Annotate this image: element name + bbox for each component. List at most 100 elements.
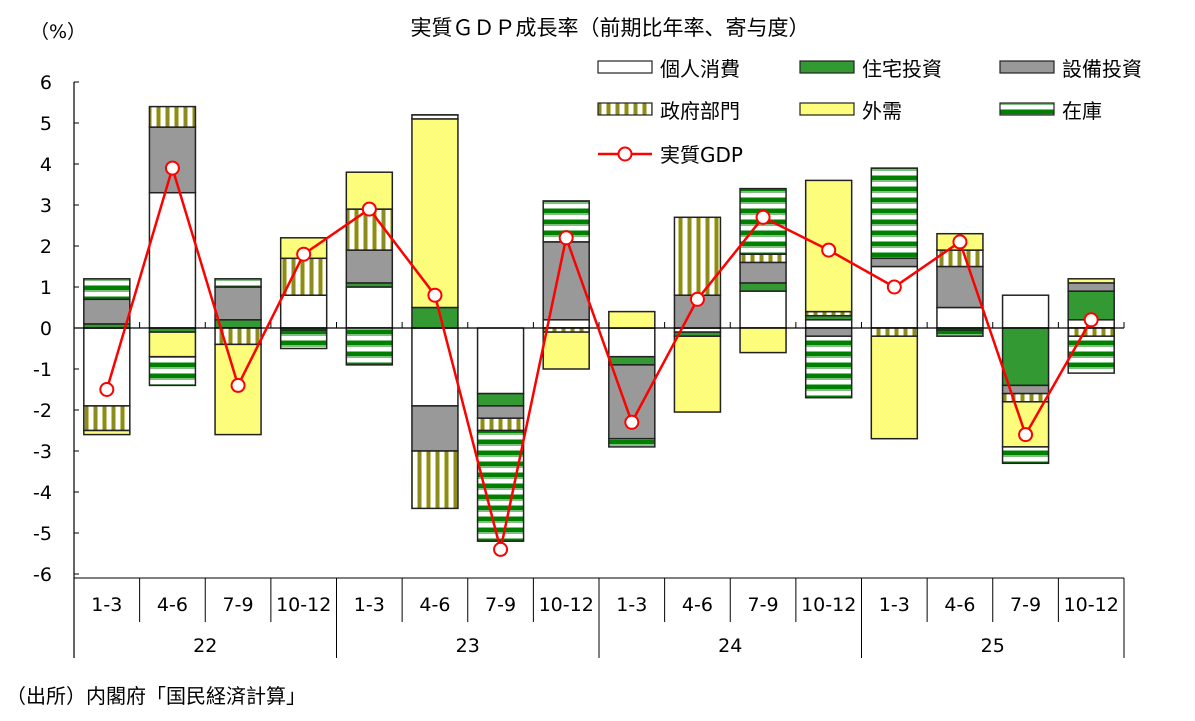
bar-segment-2 [214,286,262,321]
gdp-point [164,160,180,176]
source-note: （出所）内閣府「国民経済計算」 [6,684,306,708]
legend-swatch-3 [597,102,653,116]
bar-segment-0 [608,327,656,358]
legend-label: 設備投資 [1062,57,1142,81]
bar-segment-2 [870,257,919,268]
year-label: 22 [193,635,217,657]
bar-segment-5 [936,329,984,337]
gdp-point [1083,312,1099,328]
x-tick-label: 1-3 [879,594,910,616]
bar-segment-2 [148,126,197,194]
year-label: 25 [981,635,1005,657]
bar-segment-3 [83,405,131,432]
bar-segment-0 [411,327,459,407]
gdp-point [821,242,837,258]
x-tick-label: 4-6 [157,594,188,616]
bar-segment-1 [608,355,656,366]
y-tick-label: 5 [40,113,52,135]
y-tick-label: 0 [40,318,52,340]
bar-segment-4 [148,331,197,358]
bar-segment-3 [411,450,459,510]
bar-segment-3 [279,257,328,296]
legend-swatch-1 [799,60,855,74]
legend-swatch-2 [999,60,1055,74]
x-tick-label: 4-6 [682,594,713,616]
legend-label: 実質GDP [660,143,743,167]
gdp-point [99,382,115,397]
y-tick-label: 1 [40,277,52,299]
bar-segment-4 [673,335,722,413]
gdp-point [230,377,246,393]
bar-segment-5 [279,329,328,350]
bar-segment-0 [148,191,197,329]
x-tick-label: 10-12 [276,594,331,616]
gdp-point [296,246,312,262]
legend-swatch-0 [597,60,653,74]
bar-segment-1 [411,306,459,329]
bar-segment-1 [739,282,787,292]
bar-segment-5 [411,114,459,120]
bar-segment-2 [411,405,459,452]
y-tick-label: -4 [33,482,52,504]
bar-segment-0 [739,290,787,329]
legend-label: 個人消費 [660,57,740,81]
y-tick-label: 2 [40,236,52,258]
bar-segment-5 [1001,446,1050,465]
bar-segment-3 [1067,327,1115,337]
bar-segment-4 [739,327,787,354]
bar-segment-5 [870,167,919,260]
bar-segment-0 [345,286,394,329]
x-tick-label: 7-9 [223,594,254,616]
bar-segment-0 [936,306,984,329]
legend-label: 外需 [862,99,902,123]
bar-segment-5 [345,327,394,366]
x-tick-label: 4-6 [944,594,975,616]
bar-segment-4 [1067,278,1115,284]
bar-segment-3 [673,216,722,296]
legend-label: 在庫 [1062,99,1102,123]
year-label: 23 [456,635,480,657]
bar-segment-5 [608,437,656,448]
y-tick-label: -5 [33,523,52,545]
gdp-point [952,234,968,250]
gdp-point [361,201,377,217]
x-tick-label: 4-6 [419,594,450,616]
y-tick-label: 4 [40,154,52,176]
gdp-point [427,287,443,303]
bar-segment-0 [476,327,525,395]
bar-segment-2 [345,249,394,284]
y-axis-unit: （%） [30,21,86,43]
y-tick-label: -2 [33,400,52,422]
bar-segment-1 [214,319,262,329]
bar-segment-3 [870,327,919,337]
bar-segment-4 [608,310,656,329]
gdp-point [558,230,574,246]
bar-segment-3 [1001,392,1050,403]
bar-segment-2 [476,405,525,419]
year-label: 24 [718,635,742,657]
bar-segment-4 [804,179,853,313]
legend-swatch-4 [799,102,855,116]
chart-title: 実質ＧＤＰ成長率（前期比年率、寄与度） [411,16,810,40]
bar-segment-3 [148,105,197,128]
legend-label: 政府部門 [660,99,740,123]
bar-segment-2 [1067,282,1115,292]
legend-swatch-5 [999,102,1055,116]
bar-segment-3 [476,417,525,432]
x-tick-label: 7-9 [1010,594,1041,616]
bar-segment-1 [1001,327,1050,387]
x-tick-label: 1-3 [354,594,385,616]
bar-segment-1 [476,392,525,407]
gdp-contribution-chart: 実質ＧＤＰ成長率（前期比年率、寄与度） （%） 6 5 4 3 2 1 0 -1 -2 -3 -4 -… [30,16,1142,658]
gdp-point [624,414,640,430]
bar-segment-0 [279,294,328,329]
gdp-point [689,291,705,307]
bar-segment-5 [804,335,853,399]
bar-segment-5 [1067,335,1115,374]
y-tick-label: -3 [33,441,52,463]
legend-marker [617,146,633,162]
gdp-point [886,279,902,295]
bar-segment-2 [804,327,853,337]
y-tick-label: -6 [33,564,52,586]
x-tick-label: 10-12 [1064,594,1119,616]
